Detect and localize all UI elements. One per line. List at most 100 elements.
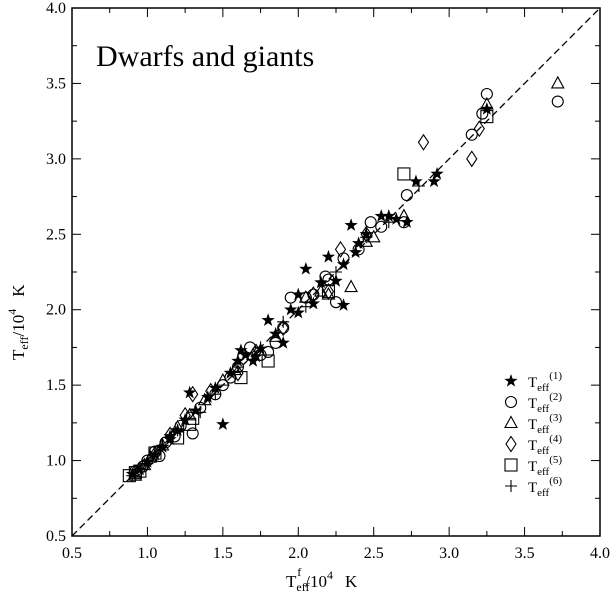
y-tick-label: 1.5	[46, 377, 66, 394]
data-point-series-6	[360, 231, 373, 244]
data-point-series-1	[400, 215, 414, 228]
legend-item-5: Teff(5)	[504, 454, 562, 478]
data-point-series-3	[197, 392, 212, 406]
x-tick-label: 2.5	[364, 545, 384, 562]
data-point-series-2	[269, 336, 282, 349]
data-point-series-3	[359, 234, 374, 247]
legend-marker-5	[504, 458, 518, 472]
data-point-series-2	[551, 95, 564, 108]
data-point-series-1	[430, 166, 444, 180]
legend-item-3: Teff(3)	[504, 412, 562, 436]
data-point-series-2	[397, 216, 410, 229]
data-point-series-1	[374, 209, 388, 222]
data-point-series-1	[231, 354, 245, 367]
data-point-series-2	[284, 291, 297, 304]
data-point-series-1	[284, 302, 298, 316]
legend-marker-4	[505, 435, 517, 453]
data-point-series-1	[261, 313, 275, 326]
data-point-series-1	[336, 298, 351, 311]
x-tick-label: 4.0	[590, 545, 610, 562]
data-point-series-5	[133, 464, 147, 478]
data-point-series-1	[314, 275, 328, 289]
data-point-series-1	[291, 287, 305, 301]
data-point-series-1	[291, 305, 305, 319]
legend-item-6: Teff(6)	[505, 475, 562, 499]
plot-frame	[71, 7, 601, 537]
legend-item-4: Teff(4)	[505, 433, 562, 457]
data-point-series-4	[322, 283, 335, 301]
data-point-series-1	[382, 209, 396, 222]
data-point-series-1	[234, 343, 248, 357]
data-point-series-1	[329, 274, 343, 287]
legend-label-3: Teff(3)	[528, 412, 562, 436]
data-point-series-2	[319, 270, 332, 283]
data-point-series-1	[163, 429, 177, 443]
data-point-series-3	[366, 229, 381, 243]
data-point-series-2	[329, 296, 343, 309]
x-tick-label: 0.5	[62, 545, 82, 562]
data-point-series-4	[473, 120, 485, 138]
data-point-series-1	[238, 347, 253, 361]
data-point-series-6	[254, 341, 267, 354]
y-tick-label: 4.0	[46, 0, 66, 17]
data-point-series-3	[396, 208, 411, 222]
x-tick-label: 3.5	[515, 545, 535, 562]
data-points	[122, 75, 565, 483]
data-point-series-1	[216, 417, 230, 431]
legend-marker-6	[505, 480, 517, 492]
data-point-series-1	[351, 236, 366, 249]
data-point-series-6	[194, 406, 207, 419]
data-point-series-3	[479, 96, 494, 110]
legend-item-2: Teff(2)	[504, 391, 562, 415]
data-point-series-2	[465, 128, 478, 141]
data-point-series-1	[276, 335, 290, 349]
data-point-series-3	[550, 75, 565, 89]
data-point-series-1	[344, 218, 358, 231]
data-point-series-5	[148, 446, 162, 460]
legend-label-2: Teff(2)	[528, 391, 562, 415]
data-point-series-2	[262, 345, 275, 359]
data-point-series-5	[128, 466, 142, 480]
data-point-series-6	[330, 266, 342, 278]
legend-marker-2	[504, 395, 518, 409]
y-tick-label: 3.0	[46, 151, 66, 168]
data-point-series-6	[171, 424, 184, 437]
data-point-series-3	[215, 372, 230, 386]
data-point-series-4	[417, 133, 430, 151]
data-point-series-6	[141, 457, 154, 470]
data-point-series-4	[334, 240, 347, 258]
data-point-series-5	[234, 371, 248, 385]
data-point-series-1	[249, 349, 263, 363]
data-point-series-5	[261, 354, 275, 368]
data-point-series-1	[178, 412, 192, 426]
legend-label-1: Teff(1)	[528, 370, 562, 394]
data-point-series-1	[389, 212, 403, 225]
data-point-series-4	[232, 364, 244, 382]
data-point-series-4	[277, 319, 289, 337]
y-tick-label: 3.5	[46, 75, 66, 92]
y-tick-label: 1.0	[46, 453, 66, 470]
x-tick-label: 2.0	[288, 545, 308, 562]
data-point-series-5	[397, 167, 411, 181]
x-tick-label: 1.0	[137, 545, 157, 562]
data-point-series-1	[321, 249, 336, 263]
data-point-series-1	[299, 261, 313, 275]
data-point-series-4	[307, 286, 320, 304]
data-point-series-6	[412, 180, 425, 193]
data-point-series-2	[364, 216, 377, 229]
data-point-series-1	[348, 245, 363, 259]
data-point-series-2	[400, 189, 413, 202]
data-point-series-1	[201, 390, 215, 403]
data-point-series-3	[143, 449, 158, 463]
y-tick-label: 2.0	[46, 302, 66, 319]
data-point-series-6	[382, 216, 395, 229]
data-point-series-4	[250, 343, 262, 361]
x-tick-label: 1.5	[213, 545, 233, 562]
data-point-series-1	[208, 381, 222, 394]
data-point-series-2	[480, 87, 493, 101]
data-point-series-1	[409, 174, 423, 188]
data-point-series-2	[476, 107, 489, 120]
legend-item-1: Teff(1)	[504, 370, 562, 394]
data-point-series-6	[156, 439, 169, 452]
